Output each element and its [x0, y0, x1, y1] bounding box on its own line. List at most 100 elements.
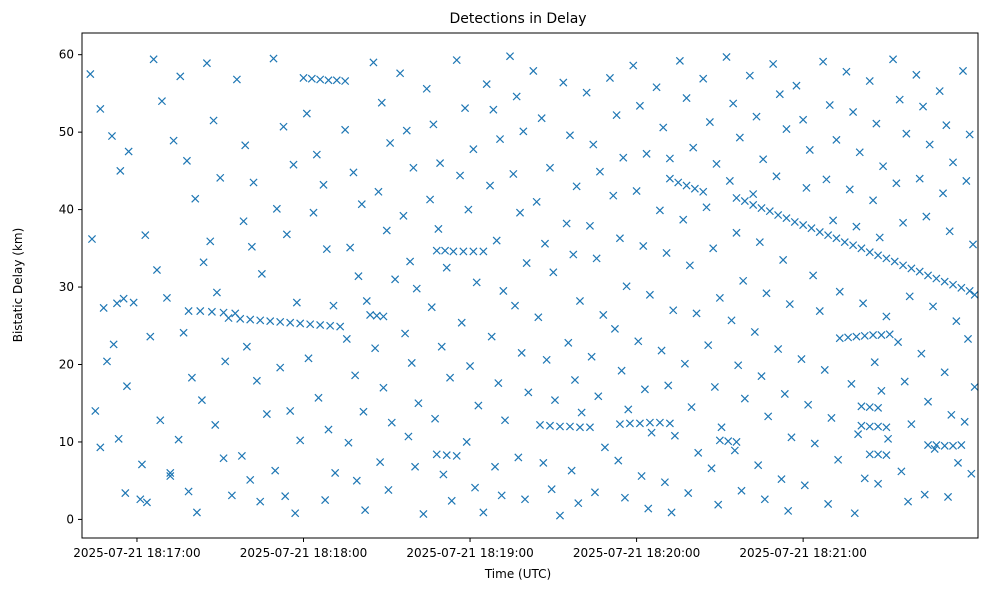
data-point-clutter [419, 509, 428, 519]
data-point-clutter [570, 375, 579, 385]
data-point-tracks [948, 441, 958, 450]
data-point-clutter [735, 133, 744, 142]
data-point-clutter [349, 168, 358, 177]
data-point-tracks [332, 76, 341, 85]
data-point-clutter [749, 190, 758, 199]
data-point-clutter [692, 309, 701, 318]
data-point-tracks [815, 228, 824, 237]
data-point-clutter [855, 148, 864, 157]
data-point-clutter [968, 240, 978, 249]
data-point-clutter [276, 363, 285, 372]
data-point-tracks [682, 181, 691, 190]
data-point-tracks [479, 247, 488, 256]
data-point-clutter [679, 215, 688, 224]
data-point-clutter [491, 462, 500, 471]
data-point-clutter [872, 119, 881, 128]
data-point-clutter [322, 245, 331, 254]
data-point-clutter [852, 222, 861, 231]
data-point-clutter [539, 458, 548, 467]
data-point-clutter [409, 163, 418, 172]
data-point-tracks [452, 451, 461, 460]
data-point-clutter [702, 203, 711, 212]
data-point-clutter [879, 162, 888, 171]
data-point-tracks [732, 437, 741, 446]
data-point-clutter [609, 191, 618, 200]
data-point-tracks [645, 418, 654, 427]
data-point-clutter [232, 75, 241, 84]
data-point-clutter [361, 506, 370, 515]
data-point-clutter [162, 293, 171, 302]
data-point-tracks [940, 277, 949, 286]
x-axis-title: Time (UTC) [484, 567, 551, 581]
data-point-clutter [637, 472, 646, 481]
data-point-clutter [466, 362, 475, 371]
x-tick-label: 2025-07-21 18:17:00 [73, 546, 200, 560]
data-point-tracks [799, 221, 808, 230]
data-point-clutter [422, 84, 431, 93]
data-point-clutter [119, 294, 128, 303]
data-point-clutter [319, 180, 328, 189]
data-point-clutter [777, 475, 786, 484]
data-point-clutter [321, 496, 330, 505]
data-point-clutter [915, 174, 924, 183]
data-point-tracks [674, 178, 683, 187]
data-point-clutter [522, 259, 531, 268]
data-point-tracks [266, 317, 275, 326]
data-point-clutter [437, 342, 446, 351]
data-point-tracks [236, 314, 245, 323]
data-point-clutter [514, 453, 523, 462]
data-point-clutter [762, 289, 771, 298]
data-point-tracks [690, 184, 699, 193]
data-point-clutter [384, 485, 393, 495]
data-point-clutter [406, 257, 415, 266]
data-point-clutter [426, 195, 435, 204]
data-point-clutter [329, 301, 338, 310]
data-point-clutter [699, 74, 708, 83]
data-point-clutter [645, 290, 654, 299]
data-point-clutter [271, 466, 280, 475]
data-point-clutter [827, 413, 836, 422]
data-point-clutter [824, 499, 833, 508]
data-point-clutter [875, 233, 884, 242]
data-point-clutter [945, 227, 954, 236]
data-point-clutter [246, 475, 255, 484]
data-point-tracks [442, 451, 451, 460]
data-point-clutter [479, 508, 488, 517]
data-point-clutter [912, 70, 921, 79]
data-point-clutter [874, 479, 883, 488]
data-point-clutter [899, 218, 908, 227]
data-point-clutter [292, 298, 301, 307]
data-point-clutter [512, 92, 521, 101]
data-point-clutter [272, 204, 281, 213]
y-tick-label: 10 [59, 435, 74, 449]
data-point-clutter [112, 299, 121, 308]
data-point-tracks [865, 422, 874, 431]
data-point-tracks [432, 450, 441, 459]
data-point-clutter [919, 102, 928, 111]
data-point-clutter [659, 123, 668, 132]
data-point-clutter [192, 508, 201, 517]
data-point-clutter [884, 434, 893, 443]
data-point-tracks [907, 264, 916, 273]
data-point-clutter [482, 80, 491, 89]
data-point-tracks [844, 333, 853, 342]
data-point-clutter [567, 466, 576, 475]
data-point-clutter [542, 355, 551, 364]
data-point-clutter [136, 495, 145, 504]
data-point-tracks [336, 322, 345, 331]
data-point-clutter [221, 357, 230, 366]
data-point-clutter [492, 236, 501, 245]
data-point-clutter [680, 359, 689, 368]
data-point-clutter [402, 126, 411, 135]
data-point-clutter [99, 303, 108, 312]
data-point-clutter [760, 495, 769, 504]
data-point-tracks [874, 450, 883, 459]
data-point-clutter [239, 217, 248, 226]
data-point-clutter [107, 131, 117, 141]
data-point-clutter [787, 433, 796, 442]
data-point-clutter [835, 287, 844, 296]
data-point-tracks [316, 320, 325, 330]
data-point-tracks [724, 437, 733, 446]
data-point-clutter [495, 135, 505, 144]
x-tick-label: 2025-07-21 18:20:00 [573, 546, 700, 560]
